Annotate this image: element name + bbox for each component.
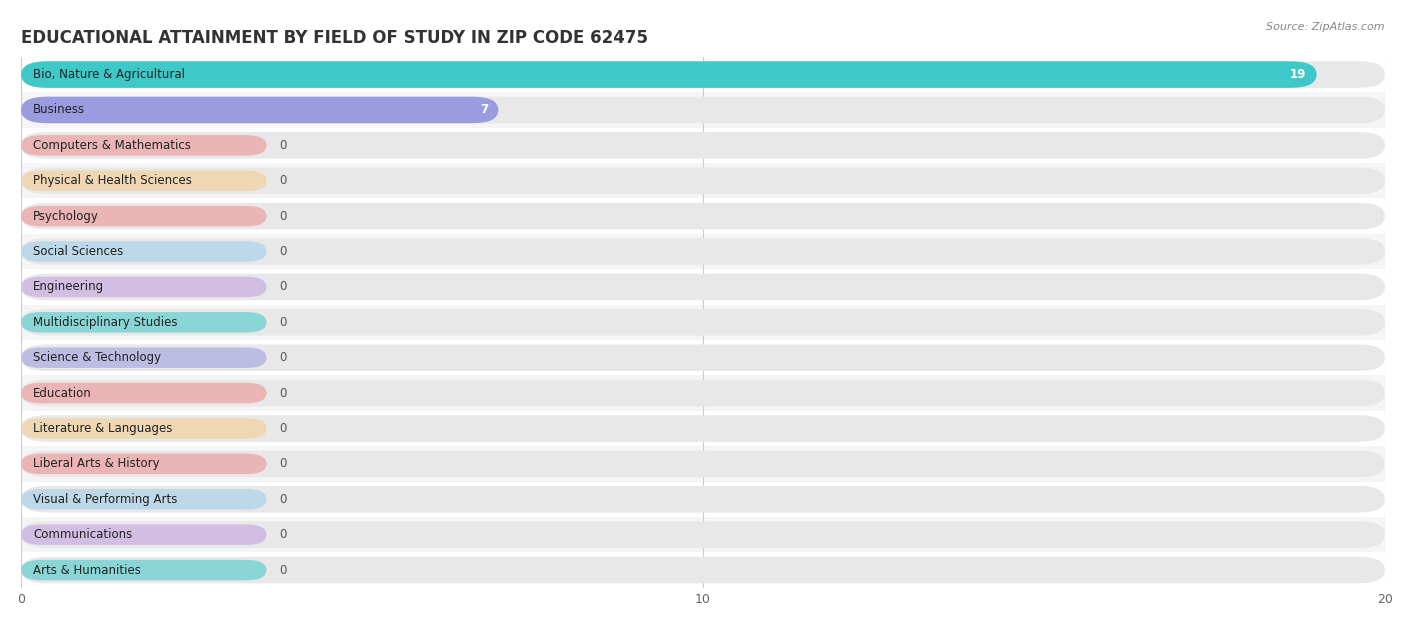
Text: 0: 0 — [278, 210, 287, 222]
FancyBboxPatch shape — [21, 348, 267, 368]
FancyBboxPatch shape — [21, 132, 1385, 159]
FancyBboxPatch shape — [21, 100, 267, 120]
FancyBboxPatch shape — [21, 525, 267, 545]
Text: Literature & Languages: Literature & Languages — [34, 422, 173, 435]
FancyBboxPatch shape — [21, 64, 267, 85]
Text: Education: Education — [34, 387, 93, 399]
FancyBboxPatch shape — [21, 135, 267, 155]
Text: Liberal Arts & History: Liberal Arts & History — [34, 458, 160, 470]
FancyBboxPatch shape — [21, 521, 1385, 548]
Text: EDUCATIONAL ATTAINMENT BY FIELD OF STUDY IN ZIP CODE 62475: EDUCATIONAL ATTAINMENT BY FIELD OF STUDY… — [21, 29, 648, 47]
FancyBboxPatch shape — [0, 482, 1406, 517]
Text: Computers & Mathematics: Computers & Mathematics — [34, 139, 191, 152]
FancyBboxPatch shape — [21, 241, 267, 262]
FancyBboxPatch shape — [0, 198, 1406, 234]
Text: 0: 0 — [278, 564, 287, 576]
FancyBboxPatch shape — [0, 163, 1406, 198]
FancyBboxPatch shape — [21, 206, 267, 226]
FancyBboxPatch shape — [0, 269, 1406, 305]
Text: Source: ZipAtlas.com: Source: ZipAtlas.com — [1267, 22, 1385, 32]
FancyBboxPatch shape — [21, 61, 1317, 88]
FancyBboxPatch shape — [21, 171, 267, 191]
FancyBboxPatch shape — [0, 446, 1406, 482]
FancyBboxPatch shape — [21, 203, 1385, 229]
Text: Communications: Communications — [34, 528, 132, 541]
FancyBboxPatch shape — [0, 375, 1406, 411]
FancyBboxPatch shape — [21, 418, 267, 439]
FancyBboxPatch shape — [21, 344, 1385, 371]
FancyBboxPatch shape — [0, 57, 1406, 92]
Text: Business: Business — [34, 104, 86, 116]
Text: 0: 0 — [278, 139, 287, 152]
FancyBboxPatch shape — [21, 451, 1385, 477]
FancyBboxPatch shape — [0, 305, 1406, 340]
Text: 0: 0 — [278, 245, 287, 258]
FancyBboxPatch shape — [21, 560, 267, 580]
FancyBboxPatch shape — [21, 274, 1385, 300]
Text: Arts & Humanities: Arts & Humanities — [34, 564, 141, 576]
FancyBboxPatch shape — [0, 340, 1406, 375]
FancyBboxPatch shape — [21, 97, 1385, 123]
Text: 0: 0 — [278, 493, 287, 506]
Text: Psychology: Psychology — [34, 210, 100, 222]
FancyBboxPatch shape — [21, 277, 267, 297]
FancyBboxPatch shape — [21, 454, 267, 474]
Text: Visual & Performing Arts: Visual & Performing Arts — [34, 493, 177, 506]
FancyBboxPatch shape — [21, 380, 1385, 406]
Text: Bio, Nature & Agricultural: Bio, Nature & Agricultural — [34, 68, 186, 81]
FancyBboxPatch shape — [21, 383, 267, 403]
Text: Engineering: Engineering — [34, 281, 104, 293]
Text: Multidisciplinary Studies: Multidisciplinary Studies — [34, 316, 179, 329]
Text: 0: 0 — [278, 528, 287, 541]
FancyBboxPatch shape — [21, 312, 267, 332]
FancyBboxPatch shape — [21, 489, 267, 509]
FancyBboxPatch shape — [21, 167, 1385, 194]
Text: 0: 0 — [278, 458, 287, 470]
Text: Science & Technology: Science & Technology — [34, 351, 162, 364]
FancyBboxPatch shape — [0, 128, 1406, 163]
Text: 0: 0 — [278, 351, 287, 364]
FancyBboxPatch shape — [21, 486, 1385, 513]
Text: 0: 0 — [278, 387, 287, 399]
FancyBboxPatch shape — [0, 552, 1406, 588]
FancyBboxPatch shape — [21, 415, 1385, 442]
FancyBboxPatch shape — [21, 309, 1385, 336]
FancyBboxPatch shape — [0, 411, 1406, 446]
FancyBboxPatch shape — [0, 234, 1406, 269]
FancyBboxPatch shape — [21, 238, 1385, 265]
FancyBboxPatch shape — [21, 61, 1385, 88]
Text: 0: 0 — [278, 316, 287, 329]
FancyBboxPatch shape — [0, 517, 1406, 552]
FancyBboxPatch shape — [21, 97, 499, 123]
FancyBboxPatch shape — [0, 92, 1406, 128]
Text: 0: 0 — [278, 174, 287, 187]
FancyBboxPatch shape — [21, 557, 1385, 583]
Text: Social Sciences: Social Sciences — [34, 245, 124, 258]
Text: 7: 7 — [479, 104, 488, 116]
Text: 0: 0 — [278, 281, 287, 293]
Text: 0: 0 — [278, 422, 287, 435]
Text: Physical & Health Sciences: Physical & Health Sciences — [34, 174, 193, 187]
Text: 19: 19 — [1291, 68, 1306, 81]
